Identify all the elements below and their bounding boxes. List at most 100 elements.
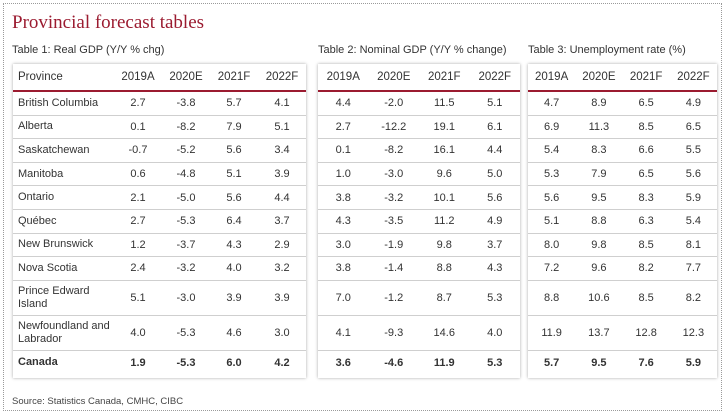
value-cell: 13.7 [575, 315, 623, 351]
table-row: Manitoba 0.6 -4.8 5.1 3.9 [13, 162, 306, 187]
table-row: 11.9 13.7 12.8 12.3 [528, 315, 717, 351]
value-cell: 8.3 [575, 138, 623, 163]
value-cell: 2.9 [258, 233, 306, 258]
value-cell: 3.0 [318, 233, 369, 258]
value-cell: 4.9 [669, 91, 717, 116]
value-cell: 10.6 [575, 280, 623, 316]
column-header-year: 2019A [318, 64, 369, 92]
table-row: British Columbia 2.7 -3.8 5.7 4.1 [13, 91, 306, 116]
value-cell: 5.6 [469, 185, 520, 210]
value-cell: -1.9 [368, 233, 419, 258]
value-cell: 9.6 [419, 162, 470, 187]
table-row: 5.4 8.3 6.6 5.5 [528, 138, 717, 163]
value-cell: 4.4 [318, 91, 369, 116]
nominal-gdp-table: 2019A 2020E 2021F 2022F 4.4 -2.0 11.5 5.1 2.7 -12… [318, 64, 520, 378]
column-header-year: 2022F [258, 64, 306, 92]
table-row: 4.1 -9.3 14.6 4.0 [318, 315, 520, 351]
value-cell: 2.7 [114, 209, 162, 234]
value-cell: 5.9 [685, 356, 702, 369]
value-cell: 0.6 [114, 162, 162, 187]
value-cell: 8.5 [622, 280, 670, 316]
column-header-year: 2021F [419, 64, 470, 92]
value-cell: 9.6 [575, 256, 623, 281]
column-header-province: Province [13, 64, 114, 92]
value-cell: 8.3 [622, 185, 670, 210]
column-header-year: 2022F [669, 64, 717, 92]
value-cell: 16.1 [419, 138, 470, 163]
province-name: Newfoundland and Labrador [13, 315, 114, 351]
value-cell: 2.7 [318, 115, 369, 140]
value-cell: 1.0 [318, 162, 369, 187]
value-cell: 4.9 [469, 209, 520, 234]
value-cell: 8.8 [419, 256, 470, 281]
value-cell: 0.1 [318, 138, 369, 163]
value-cell: 11.2 [419, 209, 470, 234]
value-cell: 11.9 [433, 356, 455, 369]
value-cell: 3.9 [258, 280, 306, 316]
value-cell: -5.3 [176, 356, 196, 369]
table-row: Nova Scotia 2.4 -3.2 4.0 3.2 [13, 256, 306, 281]
value-cell: 5.7 [210, 91, 258, 116]
value-cell: 5.6 [210, 185, 258, 210]
table-row: 5.3 7.9 6.5 5.6 [528, 162, 717, 187]
value-cell: 4.4 [258, 185, 306, 210]
value-cell: -5.3 [162, 315, 210, 351]
header-row: 2019A 2020E 2021F 2022F [528, 64, 717, 92]
table-row: 7.0 -1.2 8.7 5.3 [318, 280, 520, 316]
table-row: Alberta 0.1 -8.2 7.9 5.1 [13, 115, 306, 140]
table-row: 3.0 -1.9 9.8 3.7 [318, 233, 520, 258]
value-cell: 5.1 [258, 115, 306, 140]
value-cell: 11.3 [575, 115, 623, 140]
value-cell: -3.7 [162, 233, 210, 258]
table-row: Newfoundland and Labrador 4.0 -5.3 4.6 3.0 [13, 315, 306, 351]
table-row: 6.9 11.3 8.5 6.5 [528, 115, 717, 140]
column-header-year: 2022F [469, 64, 520, 92]
value-cell: 8.8 [575, 209, 623, 234]
value-cell: -5.2 [162, 138, 210, 163]
table-row: 1.0 -3.0 9.6 5.0 [318, 162, 520, 187]
value-cell: 6.5 [622, 162, 670, 187]
value-cell: -1.2 [368, 280, 419, 316]
value-cell: 11.9 [528, 315, 576, 351]
total-row: 5.7 9.5 7.6 5.9 [528, 350, 717, 375]
value-cell: -3.2 [368, 185, 419, 210]
value-cell: 5.1 [210, 162, 258, 187]
table-row: New Brunswick 1.2 -3.7 4.3 2.9 [13, 233, 306, 258]
column-header-year: 2020E [368, 64, 419, 92]
value-cell: 8.2 [622, 256, 670, 281]
value-cell: -8.2 [162, 115, 210, 140]
value-cell: 19.1 [419, 115, 470, 140]
table-row: 3.8 -1.4 8.8 4.3 [318, 256, 520, 281]
value-cell: 1.2 [114, 233, 162, 258]
value-cell: 6.3 [622, 209, 670, 234]
table-row: 4.3 -3.5 11.2 4.9 [318, 209, 520, 234]
table-row: Saskatchewan -0.7 -5.2 5.6 3.4 [13, 138, 306, 163]
value-cell: 2.7 [114, 91, 162, 116]
value-cell: 3.8 [318, 185, 369, 210]
value-cell: 6.5 [622, 91, 670, 116]
value-cell: 5.1 [114, 280, 162, 316]
column-header-year: 2020E [575, 64, 623, 92]
content-frame [3, 3, 722, 411]
province-name: Nova Scotia [13, 256, 114, 281]
value-cell: 5.3 [487, 356, 503, 369]
value-cell: 5.6 [528, 185, 576, 210]
value-cell: -8.2 [368, 138, 419, 163]
total-row: Canada 1.9 -5.3 6.0 4.2 [13, 350, 306, 375]
value-cell: -3.8 [162, 91, 210, 116]
unemployment-rate-table: 2019A 2020E 2021F 2022F 4.7 8.9 6.5 4.9 6.9 11.3 8… [528, 64, 717, 378]
value-cell: 8.5 [622, 115, 670, 140]
table-row: Québec 2.7 -5.3 6.4 3.7 [13, 209, 306, 234]
value-cell: 10.1 [419, 185, 470, 210]
value-cell: 4.1 [318, 315, 369, 351]
value-cell: 5.6 [669, 162, 717, 187]
table-row: Prince Edward Island 5.1 -3.0 3.9 3.9 [13, 280, 306, 316]
value-cell: 5.1 [528, 209, 576, 234]
province-name: New Brunswick [13, 233, 114, 258]
value-cell: 7.6 [638, 356, 654, 369]
header-row: Province 2019A 2020E 2021F 2022F [13, 64, 306, 92]
value-cell: 5.6 [210, 138, 258, 163]
value-cell: 4.0 [114, 315, 162, 351]
value-cell: 8.8 [528, 280, 576, 316]
value-cell: 6.0 [226, 356, 242, 369]
